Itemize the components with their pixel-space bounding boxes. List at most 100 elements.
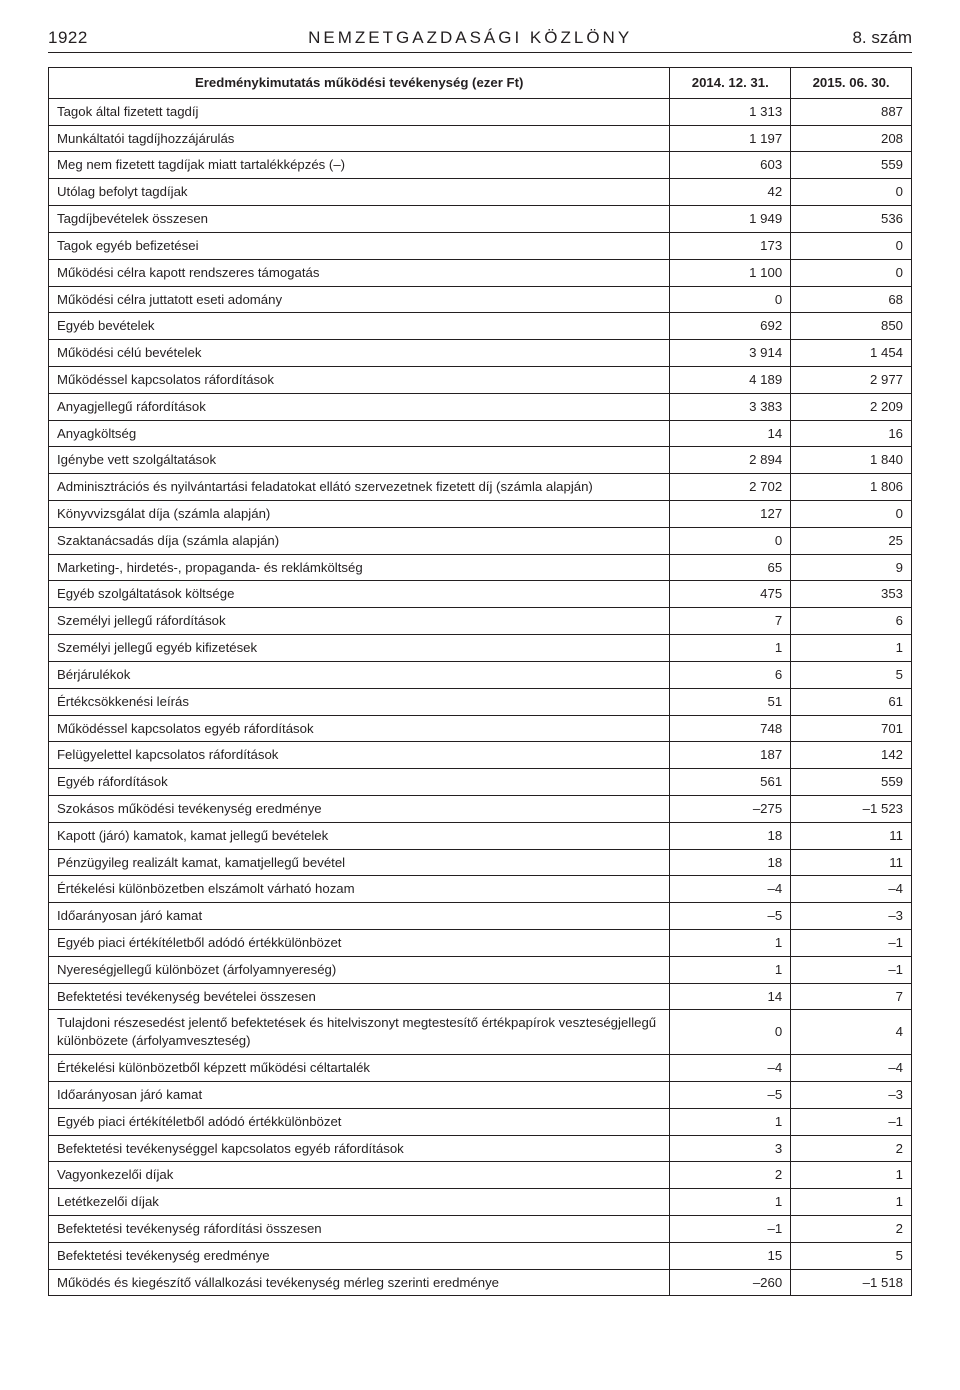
table-row: Befektetési tevékenység eredménye155 xyxy=(49,1242,912,1269)
row-label: Időarányosan járó kamat xyxy=(49,1081,670,1108)
row-value-1: 2 702 xyxy=(670,474,791,501)
row-label: Időarányosan járó kamat xyxy=(49,903,670,930)
row-value-2: 2 209 xyxy=(791,393,912,420)
row-value-2: 2 xyxy=(791,1215,912,1242)
row-value-2: 1 xyxy=(791,1189,912,1216)
table-row: Könyvvizsgálat díja (számla alapján)1270 xyxy=(49,501,912,528)
row-label: Anyagköltség xyxy=(49,420,670,447)
row-label: Egyéb ráfordítások xyxy=(49,769,670,796)
table-row: Egyéb piaci értékítéletből adódó értékkü… xyxy=(49,930,912,957)
row-value-1: 1 100 xyxy=(670,259,791,286)
table-row: Működéssel kapcsolatos egyéb ráfordításo… xyxy=(49,715,912,742)
row-value-2: 0 xyxy=(791,232,912,259)
row-value-2: 1 454 xyxy=(791,340,912,367)
row-value-1: –5 xyxy=(670,903,791,930)
row-label: Utólag befolyt tagdíjak xyxy=(49,179,670,206)
row-value-1: 2 894 xyxy=(670,447,791,474)
row-value-1: 14 xyxy=(670,983,791,1010)
row-value-1: 173 xyxy=(670,232,791,259)
row-value-2: 61 xyxy=(791,688,912,715)
row-value-2: 1 806 xyxy=(791,474,912,501)
row-value-1: 1 313 xyxy=(670,98,791,125)
row-value-1: 51 xyxy=(670,688,791,715)
row-value-1: 65 xyxy=(670,554,791,581)
row-value-2: –4 xyxy=(791,1055,912,1082)
row-value-2: 16 xyxy=(791,420,912,447)
row-value-1: 475 xyxy=(670,581,791,608)
table-row: Szaktanácsadás díja (számla alapján)025 xyxy=(49,527,912,554)
table-row: Működési célra juttatott eseti adomány06… xyxy=(49,286,912,313)
row-value-2: 7 xyxy=(791,983,912,1010)
table-row: Időarányosan járó kamat–5–3 xyxy=(49,903,912,930)
table-header-row: Eredménykimutatás működési tevékenység (… xyxy=(49,68,912,99)
row-value-2: –1 518 xyxy=(791,1269,912,1296)
row-label: Működési célra kapott rendszeres támogat… xyxy=(49,259,670,286)
row-value-2: 208 xyxy=(791,125,912,152)
page-number: 1922 xyxy=(48,28,88,48)
row-value-2: 6 xyxy=(791,608,912,635)
table-row: Működési célú bevételek3 9141 454 xyxy=(49,340,912,367)
table-body: Tagok által fizetett tagdíj1 313887Munká… xyxy=(49,98,912,1296)
row-label: Bérjárulékok xyxy=(49,661,670,688)
table-row: Értékcsökkenési leírás5161 xyxy=(49,688,912,715)
row-label: Könyvvizsgálat díja (számla alapján) xyxy=(49,501,670,528)
row-value-1: 7 xyxy=(670,608,791,635)
row-label: Egyéb bevételek xyxy=(49,313,670,340)
row-label: Értékelési különbözetből képzett működés… xyxy=(49,1055,670,1082)
row-label: Tagok egyéb befizetései xyxy=(49,232,670,259)
row-value-1: 692 xyxy=(670,313,791,340)
table-row: Egyéb piaci értékítéletből adódó értékkü… xyxy=(49,1108,912,1135)
row-value-1: 0 xyxy=(670,286,791,313)
row-value-2: 887 xyxy=(791,98,912,125)
row-value-1: 3 383 xyxy=(670,393,791,420)
row-value-2: 0 xyxy=(791,501,912,528)
row-value-2: 4 xyxy=(791,1010,912,1055)
row-value-1: –4 xyxy=(670,876,791,903)
row-value-2: 68 xyxy=(791,286,912,313)
table-row: Tagok egyéb befizetései1730 xyxy=(49,232,912,259)
row-value-1: 1 xyxy=(670,635,791,662)
row-label: Értékcsökkenési leírás xyxy=(49,688,670,715)
row-value-2: 142 xyxy=(791,742,912,769)
table-row: Értékelési különbözetben elszámolt várha… xyxy=(49,876,912,903)
row-value-2: 559 xyxy=(791,152,912,179)
row-label: Tulajdoni részesedést jelentő befektetés… xyxy=(49,1010,670,1055)
col-period-2: 2015. 06. 30. xyxy=(791,68,912,99)
row-value-2: –3 xyxy=(791,903,912,930)
row-value-1: 0 xyxy=(670,1010,791,1055)
table-row: Értékelési különbözetből képzett működés… xyxy=(49,1055,912,1082)
row-value-2: –3 xyxy=(791,1081,912,1108)
row-value-1: –5 xyxy=(670,1081,791,1108)
issue-label: 8. szám xyxy=(852,28,912,48)
row-value-1: 0 xyxy=(670,527,791,554)
row-value-2: 0 xyxy=(791,179,912,206)
row-label: Anyagjellegű ráfordítások xyxy=(49,393,670,420)
table-row: Meg nem fizetett tagdíjak miatt tartalék… xyxy=(49,152,912,179)
row-label: Egyéb piaci értékítéletből adódó értékkü… xyxy=(49,930,670,957)
row-label: Kapott (járó) kamatok, kamat jellegű bev… xyxy=(49,822,670,849)
row-value-2: 536 xyxy=(791,206,912,233)
table-row: Egyéb ráfordítások561559 xyxy=(49,769,912,796)
row-value-1: 748 xyxy=(670,715,791,742)
row-label: Adminisztrációs és nyilvántartási felada… xyxy=(49,474,670,501)
row-label: Vagyonkezelői díjak xyxy=(49,1162,670,1189)
table-row: Bérjárulékok65 xyxy=(49,661,912,688)
row-value-1: –4 xyxy=(670,1055,791,1082)
table-row: Munkáltatói tagdíjhozzájárulás1 197208 xyxy=(49,125,912,152)
row-label: Pénzügyileg realizált kamat, kamatjelleg… xyxy=(49,849,670,876)
row-value-2: 11 xyxy=(791,822,912,849)
table-row: Tulajdoni részesedést jelentő befektetés… xyxy=(49,1010,912,1055)
row-value-2: 9 xyxy=(791,554,912,581)
table-row: Tagok által fizetett tagdíj1 313887 xyxy=(49,98,912,125)
table-row: Igénybe vett szolgáltatások2 8941 840 xyxy=(49,447,912,474)
row-value-1: 42 xyxy=(670,179,791,206)
table-row: Személyi jellegű ráfordítások76 xyxy=(49,608,912,635)
col-title: Eredménykimutatás működési tevékenység (… xyxy=(49,68,670,99)
row-value-1: –1 xyxy=(670,1215,791,1242)
row-value-1: 1 xyxy=(670,1108,791,1135)
table-row: Időarányosan járó kamat–5–3 xyxy=(49,1081,912,1108)
row-label: Munkáltatói tagdíjhozzájárulás xyxy=(49,125,670,152)
table-row: Befektetési tevékenység ráfordítási össz… xyxy=(49,1215,912,1242)
row-value-2: 559 xyxy=(791,769,912,796)
row-value-2: –1 xyxy=(791,956,912,983)
